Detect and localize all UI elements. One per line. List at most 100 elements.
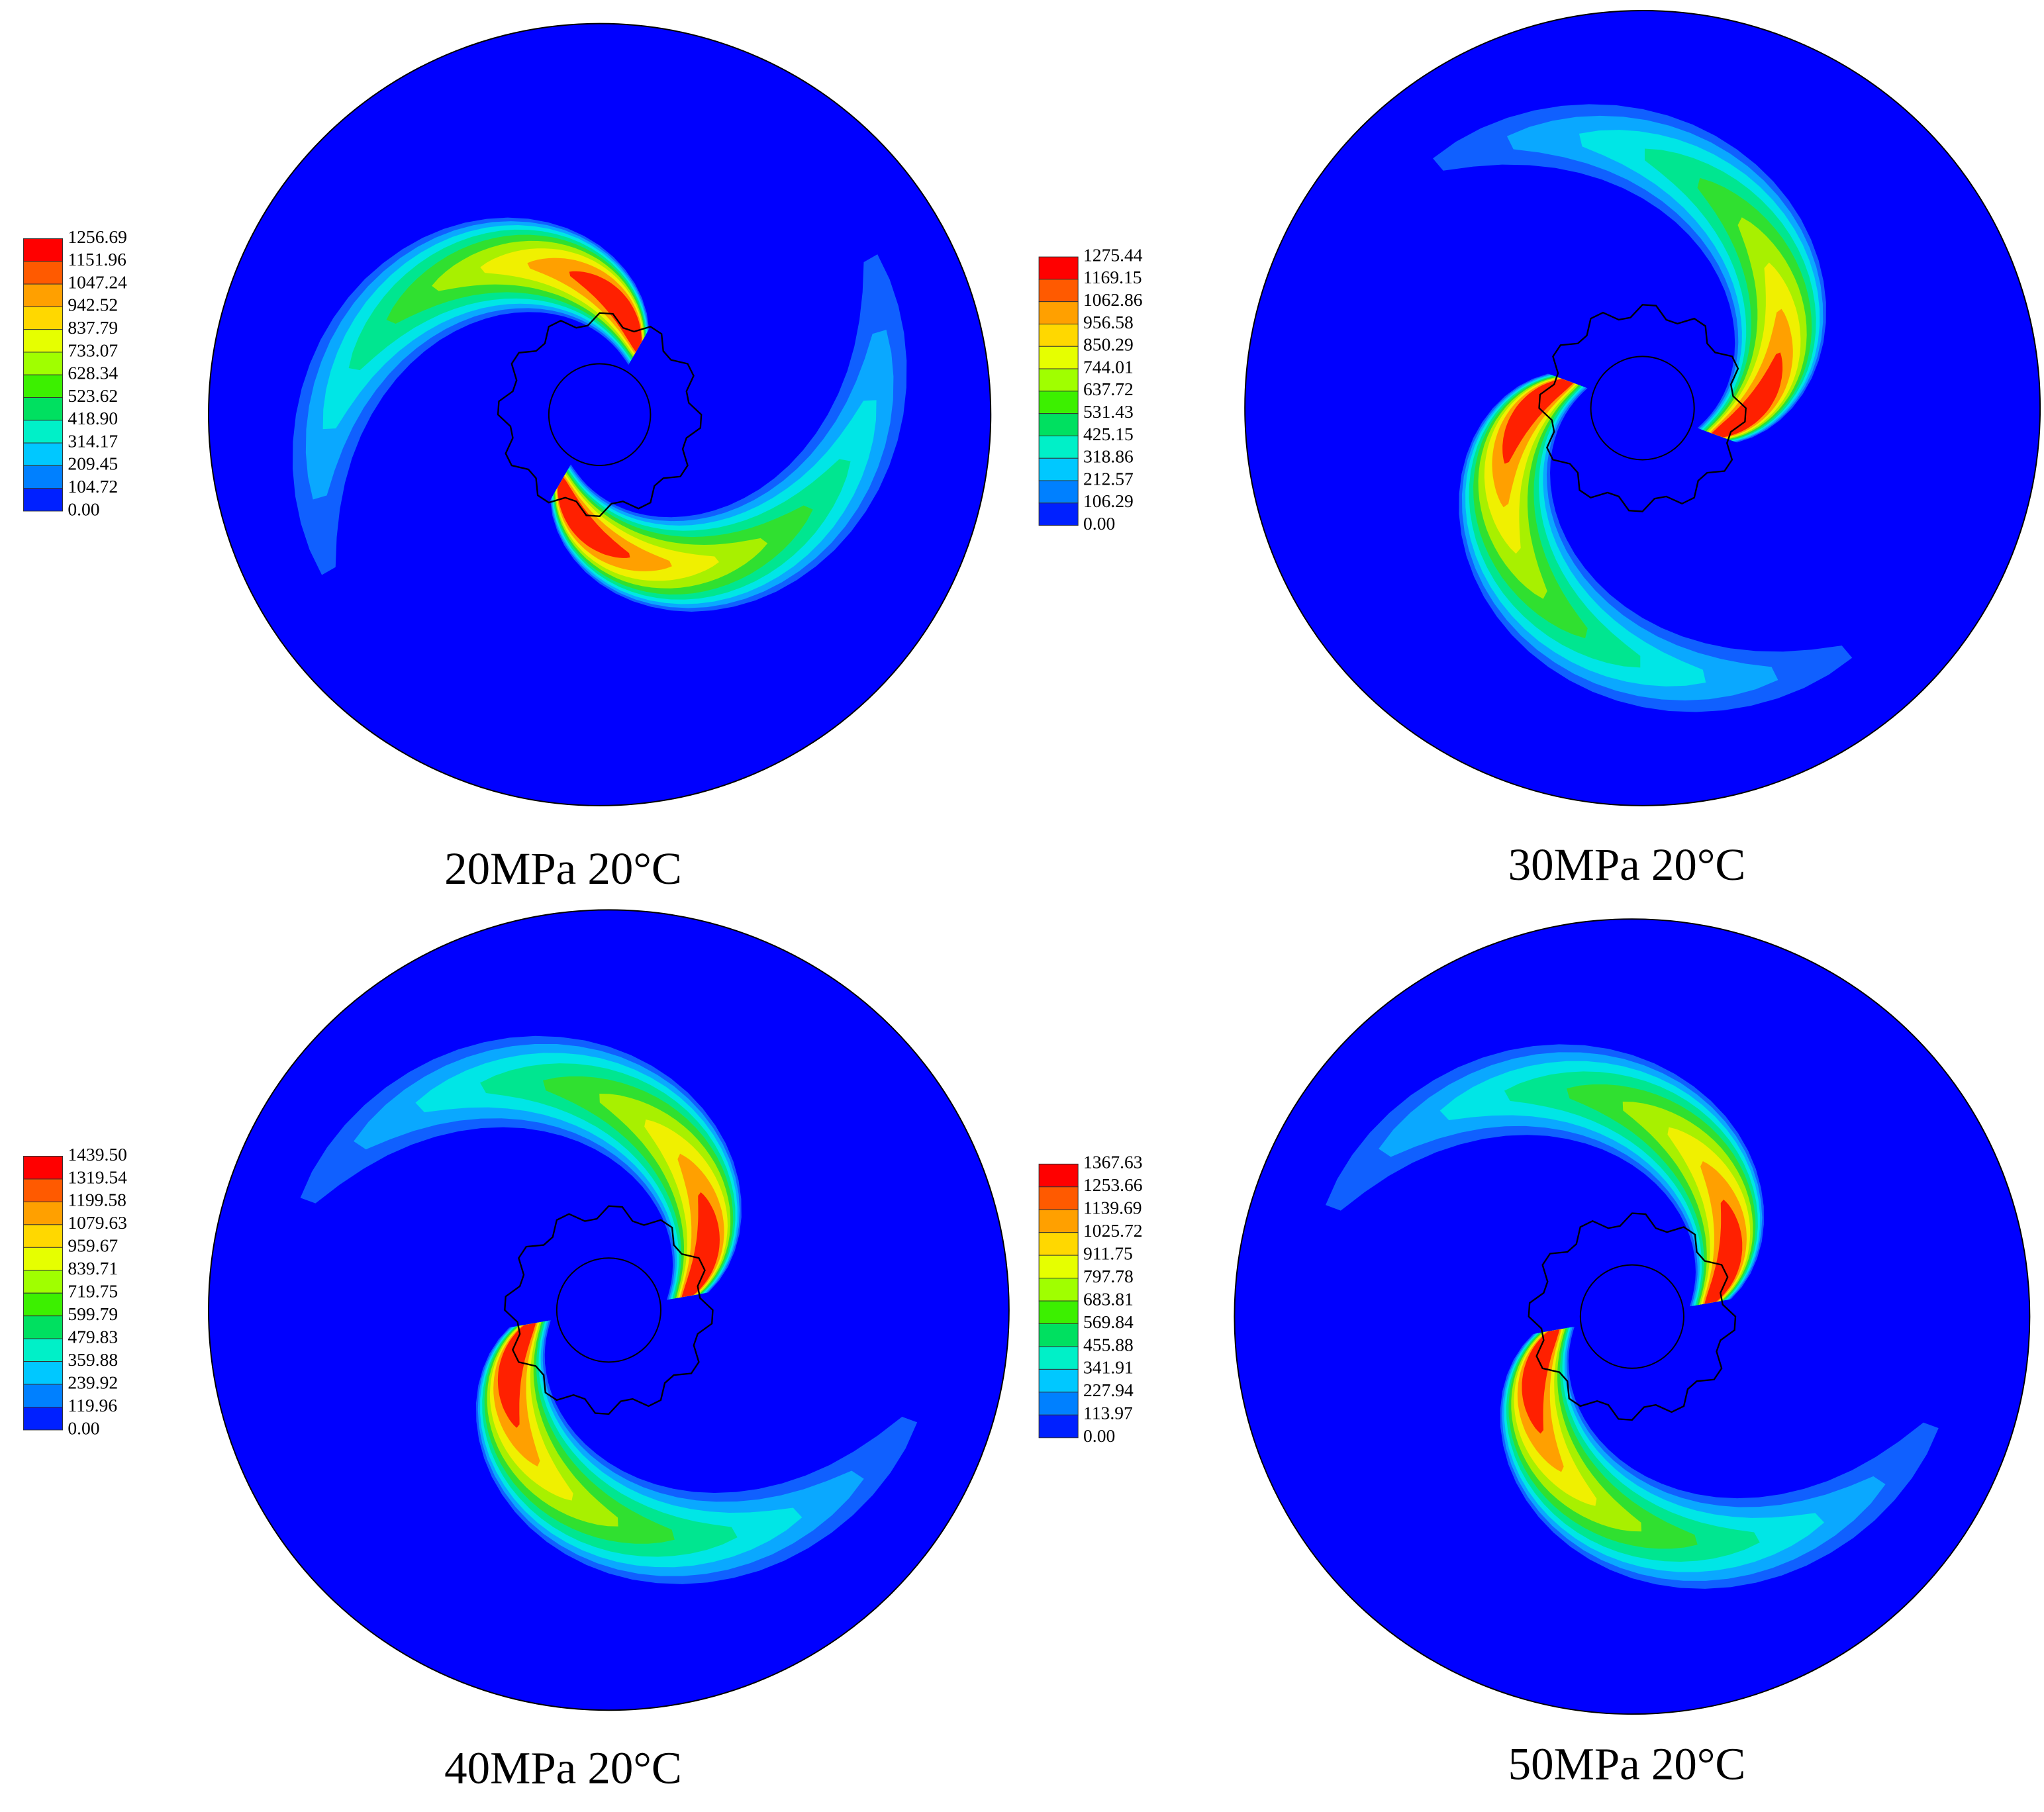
legend-label: 1139.69: [1083, 1198, 1142, 1218]
legend-label: 1256.69: [68, 226, 127, 247]
legend-label: 942.52: [68, 295, 118, 315]
legend-label: 1439.50: [68, 1144, 127, 1165]
legend-swatch: [23, 1247, 63, 1271]
legend-swatch: [1038, 502, 1079, 526]
legend-swatch: [23, 397, 63, 421]
contour-band: [1712, 352, 1783, 438]
legend-label: 0.00: [68, 1417, 99, 1438]
caption: 50MPa 20°C: [1508, 1739, 1746, 1789]
legend-swatch: [1038, 1368, 1079, 1393]
legend-label: 479.83: [68, 1326, 118, 1347]
legend-swatch: [23, 420, 63, 444]
legend-label: 104.72: [68, 476, 118, 497]
legend-label: 106.29: [1083, 491, 1134, 511]
contour-band: [1704, 1199, 1743, 1304]
legend-label: 850.29: [1083, 334, 1134, 355]
legend-label: 733.07: [68, 340, 118, 360]
legend-swatch: [1038, 1278, 1079, 1302]
legend-swatch: [23, 352, 63, 375]
legend-label: 359.88: [68, 1349, 118, 1370]
legend-swatch: [1038, 1392, 1079, 1415]
legend-swatch: [23, 1338, 63, 1362]
bore: [556, 1257, 661, 1363]
legend-label: 0.00: [1083, 513, 1115, 534]
contour-band: [681, 1192, 720, 1298]
caption: 30MPa 20°C: [1508, 839, 1746, 890]
legend-swatch: [1038, 256, 1079, 280]
legend-label: 1079.63: [68, 1212, 127, 1233]
legend-swatch: [1038, 1186, 1079, 1210]
legend-swatch: [1038, 480, 1079, 504]
legend-swatch: [1038, 1300, 1079, 1324]
legend-label: 418.90: [68, 408, 118, 428]
legend-swatch: [1038, 323, 1079, 347]
legend-label: 318.86: [1083, 446, 1134, 467]
legend-swatch: [1038, 413, 1079, 436]
legend-label: 797.78: [1083, 1266, 1134, 1286]
legend-label: 523.62: [68, 385, 118, 406]
contour-band: [556, 475, 672, 571]
contour-panel: [1234, 918, 2031, 1715]
legend-label: 341.91: [1083, 1357, 1134, 1378]
legend-swatch: [1038, 1255, 1079, 1279]
legend-label: 1199.58: [68, 1190, 126, 1210]
legend-label: 569.84: [1083, 1311, 1134, 1332]
legend-label: 227.94: [1083, 1380, 1134, 1400]
legend-swatch: [1038, 391, 1079, 414]
legend-swatch: [23, 1156, 63, 1180]
legend-label: 1151.96: [68, 249, 126, 269]
bore: [1590, 356, 1695, 461]
legend-swatch: [23, 306, 63, 330]
contour-band: [1492, 378, 1575, 508]
legend-label: 119.96: [68, 1395, 117, 1415]
gear-outline: [504, 1205, 714, 1415]
legend-swatch: [23, 488, 63, 512]
bore: [548, 363, 652, 467]
legend-label: 212.57: [1083, 468, 1134, 489]
contour-panel: [208, 23, 992, 806]
legend-swatch: [1038, 301, 1079, 324]
legend-label: 0.00: [1083, 1425, 1115, 1446]
legend-label: 1367.63: [1083, 1152, 1143, 1172]
legend-label: 599.79: [68, 1304, 118, 1324]
legend-label: 837.79: [68, 317, 118, 338]
legend-label: 314.17: [68, 430, 118, 451]
gear-outline: [497, 312, 703, 518]
legend-swatch: [23, 1384, 63, 1407]
legend-label: 531.43: [1083, 401, 1134, 422]
legend-swatch: [1038, 1232, 1079, 1256]
contour-band: [558, 477, 630, 558]
legend-swatch: [1038, 346, 1079, 369]
legend-label: 956.58: [1083, 312, 1134, 332]
caption: 20MPa 20°C: [444, 843, 682, 894]
legend-label: 959.67: [68, 1235, 118, 1256]
legend-swatch: [23, 465, 63, 489]
legend-label: 1062.86: [1083, 289, 1143, 310]
gear-outline: [1528, 1212, 1737, 1421]
contour-band: [1522, 1329, 1560, 1434]
legend-label: 209.45: [68, 453, 118, 474]
legend-label: 911.75: [1083, 1243, 1133, 1263]
legend-swatch: [1038, 1209, 1079, 1233]
legend-swatch: [1038, 435, 1079, 459]
contour-band: [497, 1323, 536, 1428]
legend-swatch: [23, 1315, 63, 1339]
legend-label: 719.75: [68, 1281, 118, 1302]
bore: [1579, 1264, 1684, 1369]
legend-label: 1275.44: [1083, 244, 1143, 265]
legend-swatch: [1038, 279, 1079, 303]
legend-label: 1253.66: [1083, 1174, 1143, 1195]
legend-label: 1047.24: [68, 271, 127, 292]
contour-panel: [1244, 9, 2041, 806]
legend-label: 0.00: [68, 499, 99, 519]
legend-label: 637.72: [1083, 379, 1134, 399]
contour-band: [527, 258, 643, 354]
contour-band: [1502, 379, 1574, 464]
legend-swatch: [1038, 1323, 1079, 1347]
legend-swatch: [23, 1224, 63, 1248]
legend-swatch: [1038, 1346, 1079, 1370]
legend-swatch: [23, 1178, 63, 1202]
legend-label: 455.88: [1083, 1334, 1134, 1355]
